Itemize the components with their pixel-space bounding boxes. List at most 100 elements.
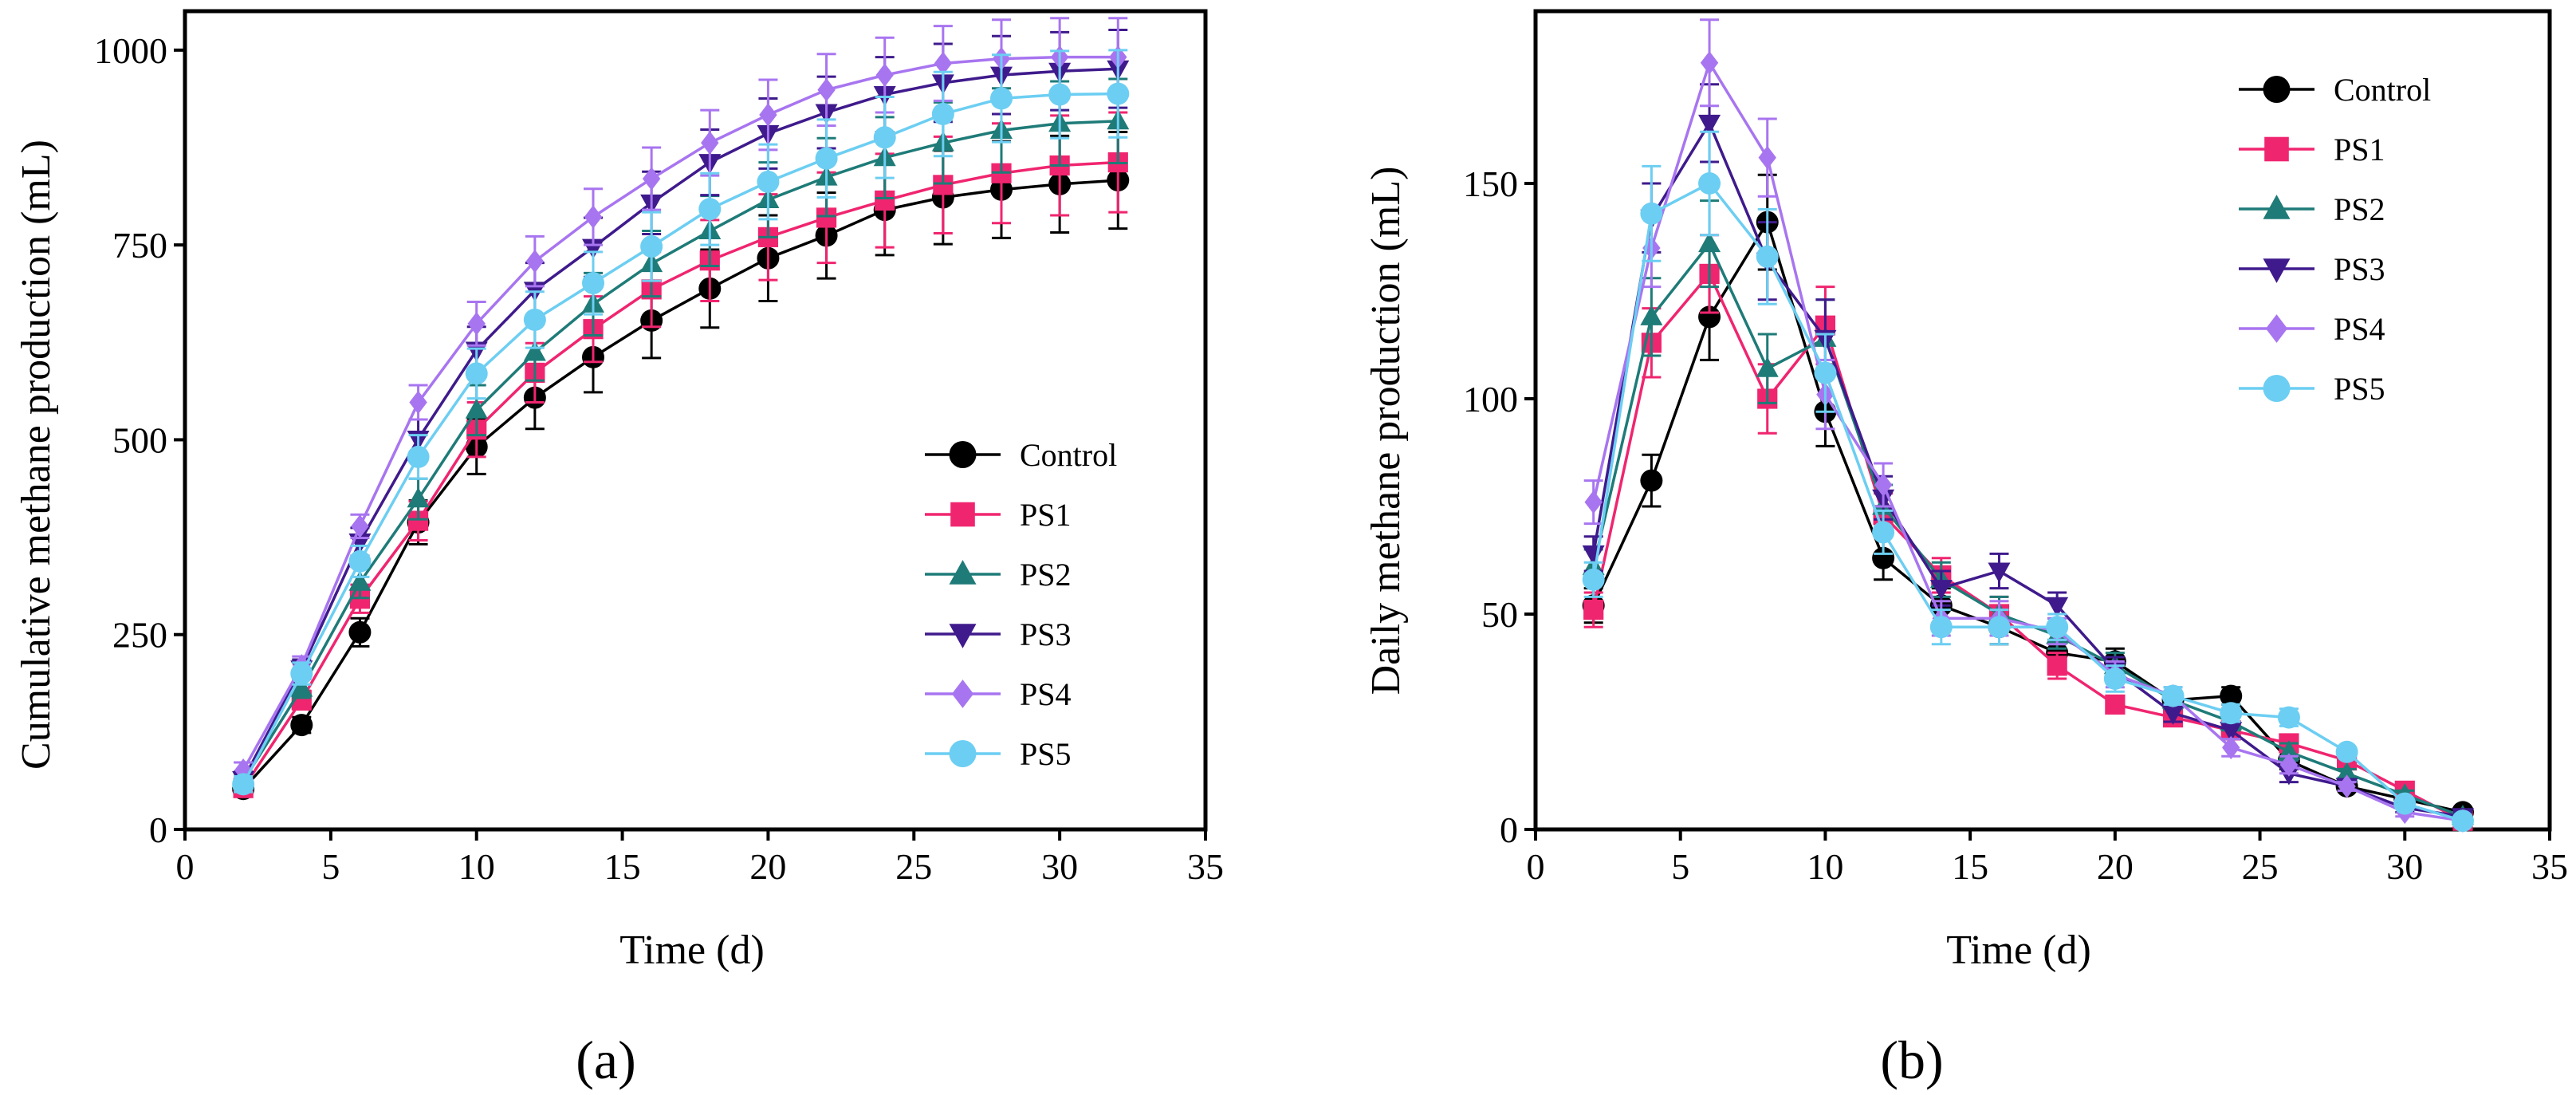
data-point [2161, 704, 2185, 725]
panel-a-label: (a) [576, 1030, 635, 1090]
data-point [1988, 616, 2011, 639]
series-line [242, 160, 1119, 790]
y-tick-label: 50 [1481, 594, 1518, 635]
data-point [2103, 668, 2126, 690]
legend-marker [2263, 375, 2291, 402]
data-point [2222, 735, 2240, 760]
data-point [1929, 616, 1953, 639]
series-line [1591, 181, 2464, 822]
legend-label: PS3 [2334, 251, 2385, 287]
panel-b-ylabel: Daily methane production (mL) [1363, 167, 1409, 695]
data-point [1756, 356, 1779, 377]
data-point [2451, 809, 2474, 833]
series-line [1591, 241, 2464, 818]
legend-marker [2264, 136, 2289, 162]
x-tick-label: 0 [176, 846, 195, 887]
data-point [1929, 580, 1953, 601]
panel-b-label: (b) [1880, 1030, 1943, 1090]
data-point [2161, 684, 2185, 707]
series-line [242, 179, 1119, 790]
panel-a-chart: Cumulative methane production (mL) Time … [14, 9, 1224, 1090]
data-point [582, 272, 604, 295]
y-tick-label: 500 [112, 419, 167, 460]
data-point [2277, 706, 2300, 729]
data-point [2335, 740, 2358, 763]
data-point [2047, 656, 2067, 676]
legend: Control PS1 PS2 PS3 PS4 PS5 [2239, 72, 2431, 407]
data-point [1874, 473, 1893, 497]
y-tick-label: 150 [1463, 163, 1518, 204]
data-point [2105, 694, 2126, 715]
data-point [1698, 172, 1721, 195]
data-point [2338, 774, 2356, 798]
legend-label: Control [1020, 437, 1117, 473]
legend-label: Control [2334, 72, 2431, 108]
data-point [1814, 361, 1837, 384]
legend-label: PS3 [1020, 616, 1072, 652]
y-tick-label: 0 [1500, 809, 1518, 850]
x-tick-label: 10 [458, 846, 495, 887]
data-point [467, 312, 486, 336]
data-point [640, 235, 663, 258]
data-point [465, 398, 488, 419]
data-point [2393, 792, 2417, 815]
data-point [1107, 82, 1130, 105]
series-ps2 [1582, 199, 2474, 825]
data-point [757, 170, 780, 193]
x-tick-label: 15 [604, 846, 641, 887]
data-point [698, 198, 722, 221]
legend-marker [2263, 76, 2291, 103]
data-point [523, 308, 546, 331]
legend-label: PS2 [1020, 557, 1072, 593]
data-point [2335, 762, 2358, 782]
x-tick-label: 10 [1807, 846, 1843, 887]
legend-label: PS2 [2334, 191, 2385, 227]
data-point [2046, 616, 2069, 639]
data-point [2220, 722, 2243, 742]
data-point [525, 249, 545, 274]
legend-marker [949, 560, 977, 585]
legend: Control PS1 PS2 PS3 PS4 PS5 [925, 437, 1117, 772]
data-point [1640, 202, 1663, 225]
legend-label: PS5 [2334, 371, 2385, 407]
data-point [1640, 305, 1663, 325]
data-point [2220, 702, 2243, 725]
data-point [1872, 521, 1895, 544]
data-point [584, 205, 603, 229]
data-point [759, 103, 777, 127]
data-point [407, 445, 430, 468]
x-tick-label: 25 [2242, 846, 2279, 887]
series-line [242, 67, 1119, 781]
data-point [290, 662, 313, 685]
data-point [873, 126, 896, 149]
data-point [1698, 231, 1721, 253]
legend-label: PS1 [2334, 132, 2385, 167]
x-tick-label: 0 [1527, 846, 1545, 887]
data-point [290, 676, 313, 697]
data-point [990, 87, 1013, 110]
data-point [1988, 562, 2011, 583]
legend-marker [949, 441, 977, 468]
data-point [2220, 684, 2243, 707]
data-point [465, 362, 488, 385]
legend-label: PS4 [1020, 676, 1072, 712]
series-line [242, 92, 1119, 786]
legend-label: PS5 [1020, 736, 1072, 772]
data-point [2046, 597, 2069, 617]
data-point [290, 714, 313, 737]
data-point [875, 63, 894, 87]
data-point [1698, 114, 1721, 136]
data-point [1700, 51, 1719, 75]
data-point [348, 549, 372, 573]
x-tick-label: 5 [321, 846, 340, 887]
series-line [1591, 120, 2464, 818]
panel-b-xlabel: Time (d) [1946, 928, 2091, 973]
data-point [2279, 753, 2299, 777]
data-point [348, 570, 372, 591]
series-line [242, 120, 1119, 782]
series-line [1591, 59, 2464, 822]
data-point [701, 131, 719, 155]
x-tick-label: 5 [1671, 846, 1689, 887]
legend-marker [2263, 258, 2291, 283]
